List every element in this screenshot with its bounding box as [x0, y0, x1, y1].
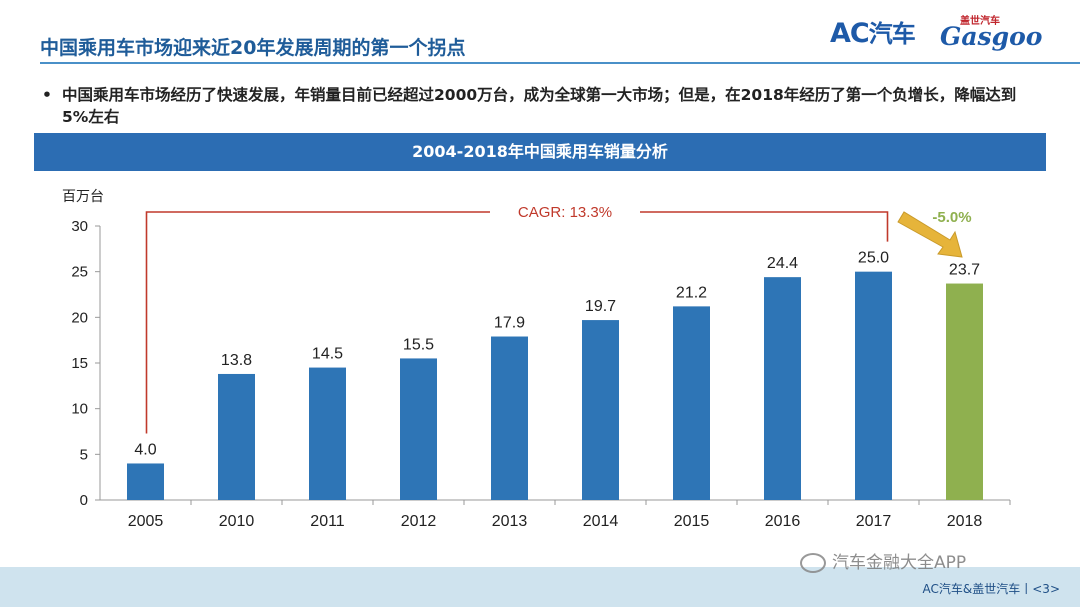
cagr-bracket-left	[145, 211, 490, 434]
bar-2011	[309, 367, 346, 500]
x-tick-label: 2017	[856, 513, 892, 530]
wechat-watermark: 汽车金融大全APP	[800, 548, 966, 573]
x-tick-label: 2013	[492, 513, 528, 530]
x-tick-label: 2015	[674, 513, 710, 530]
bullet-text: 中国乘用车市场经历了快速发展，年销量目前已经超过2000万台，成为全球第一大市场…	[62, 86, 1017, 126]
y-tick-label: 15	[71, 355, 88, 372]
y-tick-label: 20	[71, 309, 88, 326]
bullet-point: • 中国乘用车市场经历了快速发展，年销量目前已经超过2000万台，成为全球第一大…	[42, 84, 1022, 128]
gasgoo-logo-cn: 盖世汽车	[960, 16, 1000, 27]
footer-bar	[0, 567, 1080, 607]
decline-arrow-icon	[897, 211, 963, 258]
y-axis-label: 百万台	[62, 188, 104, 204]
bar-2015	[673, 306, 710, 500]
x-tick-label: 2016	[765, 513, 801, 530]
page-title: 中国乘用车市场迎来近20年发展周期的第一个拐点	[40, 37, 466, 59]
bar-2014	[582, 320, 619, 500]
bar-2016	[764, 277, 801, 500]
bar-value-label: 25.0	[858, 250, 889, 267]
x-tick-label: 2018	[947, 513, 983, 530]
ac-auto-logo: AC汽车	[830, 14, 916, 49]
x-tick-label: 2005	[128, 513, 164, 530]
bar-value-label: 13.8	[221, 352, 252, 369]
bar-2013	[491, 336, 528, 500]
x-tick-label: 2010	[219, 513, 255, 530]
bar-2010	[218, 373, 255, 500]
chart-banner-title: 2004-2018年中国乘用车销量分析	[412, 142, 668, 161]
cagr-label: CAGR: 13.3%	[518, 204, 612, 221]
ac-logo-letters: AC	[830, 18, 870, 49]
cagr-bracket-right	[640, 211, 889, 242]
bar-value-label: 23.7	[949, 262, 980, 279]
bar-value-label: 4.0	[134, 441, 156, 458]
bar-value-label: 24.4	[767, 255, 798, 272]
bars: 4.0 2005 13.8 2010 14.5 2011 15.5 2012 17.9 2013 1…	[127, 250, 1011, 530]
y-ticks: 0 5 10 15 20 25 30	[71, 218, 100, 509]
title-divider	[40, 62, 1080, 64]
chart-banner: 2004-2018年中国乘用车销量分析	[34, 133, 1046, 171]
bar-2012	[400, 358, 437, 500]
x-tick-label: 2014	[583, 513, 619, 530]
bar-value-label: 21.2	[676, 284, 707, 301]
bar-2018	[946, 283, 983, 500]
y-tick-label: 0	[80, 492, 88, 509]
bar-2017	[855, 271, 892, 500]
bar-value-label: 17.9	[494, 315, 525, 332]
bullet-marker: •	[42, 86, 52, 104]
y-tick-label: 10	[71, 401, 88, 418]
wechat-account: 汽车金融大全APP	[832, 553, 967, 573]
y-tick-label: 30	[71, 218, 88, 235]
gasgoo-logo-en: Gasgoo	[940, 22, 1043, 51]
wechat-icon	[800, 553, 826, 573]
y-tick-label: 5	[80, 446, 88, 463]
y-tick-label: 25	[71, 264, 88, 281]
footer-text: AC汽车&盖世汽车丨<3>	[922, 582, 1060, 596]
annotations: CAGR: 13.3% -5.0%	[145, 204, 972, 434]
change-label: -5.0%	[932, 209, 971, 226]
bar-2005	[127, 463, 164, 500]
x-tick-label: 2012	[401, 513, 437, 530]
bar-value-label: 19.7	[585, 298, 616, 315]
ac-logo-cn: 汽车	[868, 20, 916, 48]
bar-value-label: 14.5	[312, 346, 343, 363]
bar-value-label: 15.5	[403, 336, 434, 353]
x-tick-label: 2011	[310, 513, 345, 530]
